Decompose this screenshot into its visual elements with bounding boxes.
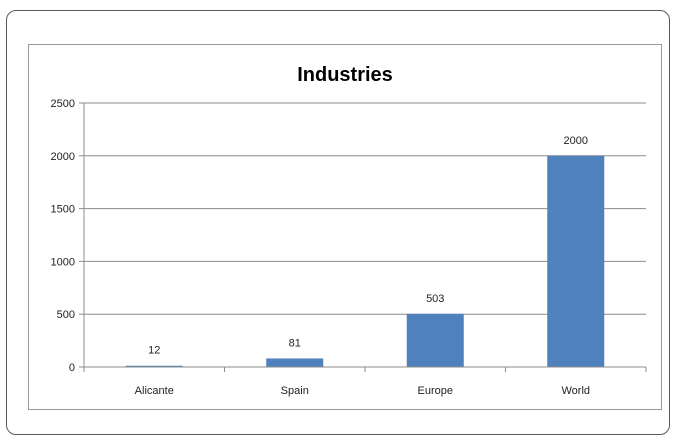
y-tick-label: 1500 (51, 204, 75, 216)
chart-title: Industries (297, 64, 393, 86)
bar-europe (406, 313, 464, 367)
bars (125, 155, 605, 367)
axes (79, 102, 647, 372)
bar-world (547, 155, 605, 367)
labels: 0 500 1000 1500 2000 2500 12 Alicante 81 Spain 503… (51, 98, 591, 397)
bar-spain (266, 358, 324, 367)
x-tick-label: Alicante (135, 385, 174, 397)
y-tick-label: 500 (57, 309, 75, 321)
y-tick-label: 2000 (51, 151, 75, 163)
x-tick-label: Europe (418, 385, 453, 397)
data-label: 81 (289, 337, 301, 349)
y-tick-label: 1000 (51, 256, 75, 268)
x-tick-label: World (561, 385, 590, 397)
y-tick-label: 2500 (51, 98, 75, 110)
y-tick-label: 0 (69, 362, 75, 374)
data-label: 503 (426, 293, 444, 305)
data-label: 12 (148, 345, 160, 357)
x-tick-label: Spain (281, 385, 309, 397)
data-label: 2000 (564, 135, 588, 147)
bar-alicante (125, 365, 183, 367)
